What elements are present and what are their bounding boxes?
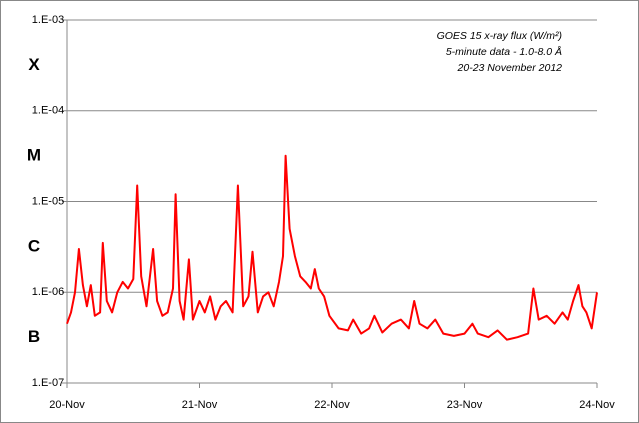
data-line (66, 154, 598, 341)
annotation: GOES 15 x-ray flux (W/m²) (437, 30, 562, 42)
x-tick-label: 22-Nov (314, 399, 350, 411)
y-tick-label: 1.E-03 (32, 14, 64, 26)
annotation: 5-minute data - 1.0-8.0 Å (446, 45, 562, 58)
x-tick-label: 20-Nov (49, 399, 85, 411)
annotation: 20-23 November 2012 (457, 62, 563, 74)
class-label: X (28, 55, 40, 74)
x-tick-label: 21-Nov (182, 399, 218, 411)
y-tick-label: 1.E-07 (32, 377, 64, 389)
class-label: M (27, 146, 41, 165)
y-tick-label: 1.E-06 (32, 286, 64, 298)
class-label: C (28, 236, 40, 255)
x-tick-label: 24-Nov (579, 399, 615, 411)
y-tick-label: 1.E-05 (32, 195, 64, 207)
x-tick-label: 23-Nov (447, 399, 483, 411)
y-tick-label: 1.E-04 (32, 105, 64, 117)
class-label: B (28, 327, 40, 346)
